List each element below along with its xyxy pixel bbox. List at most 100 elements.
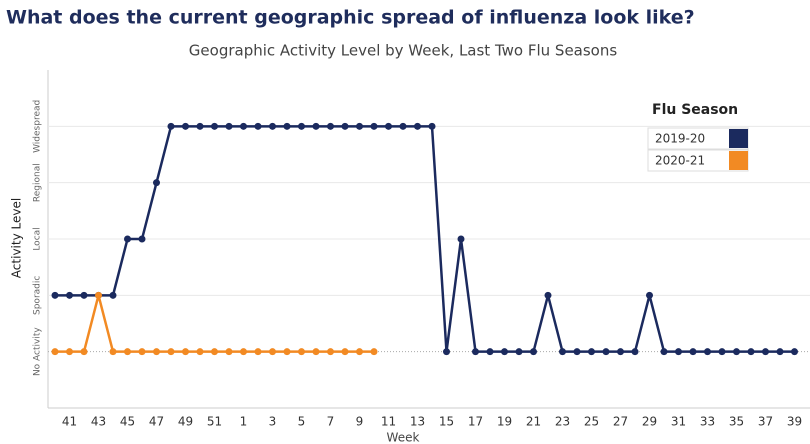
y-tick-label: No Activity	[33, 327, 43, 376]
data-point	[602, 348, 610, 356]
data-point	[370, 348, 378, 356]
data-point	[428, 122, 436, 130]
data-point	[515, 348, 523, 356]
data-point	[617, 348, 624, 356]
data-point	[660, 348, 668, 356]
data-point	[225, 122, 233, 130]
data-point	[109, 291, 117, 299]
data-point	[646, 291, 653, 299]
x-tick-label: 11	[381, 415, 396, 429]
data-point	[341, 122, 349, 130]
data-point	[472, 348, 479, 356]
x-tick-label: 3	[269, 415, 277, 429]
data-point	[312, 348, 320, 356]
data-point	[501, 348, 508, 356]
data-point	[240, 348, 247, 356]
data-point	[341, 348, 349, 356]
data-point	[399, 122, 407, 130]
data-point	[559, 348, 566, 356]
legend-title: Flu Season	[652, 102, 738, 118]
data-point	[109, 348, 117, 356]
data-point	[269, 348, 276, 356]
x-tick-label: 27	[613, 415, 628, 429]
x-tick-label: 13	[410, 415, 425, 429]
x-tick-label: 5	[298, 415, 306, 429]
data-point	[385, 122, 392, 130]
data-point	[312, 122, 320, 130]
data-point	[327, 348, 334, 356]
data-point	[704, 348, 711, 356]
data-point	[356, 348, 363, 356]
data-point	[689, 348, 697, 356]
data-point	[254, 348, 262, 356]
data-point	[254, 122, 262, 130]
data-point	[138, 348, 146, 356]
y-tick-label: Regional	[33, 163, 43, 202]
data-point	[211, 348, 218, 356]
data-point	[167, 122, 175, 130]
data-point	[414, 122, 421, 130]
data-point	[776, 348, 784, 356]
data-point	[356, 122, 363, 130]
data-point	[167, 348, 175, 356]
series-line	[55, 295, 374, 353]
chart-title: What does the current geographic spread …	[6, 7, 695, 29]
x-tick-label: 15	[439, 415, 454, 429]
data-point	[718, 348, 726, 356]
data-point	[196, 122, 204, 130]
x-tick-label: 29	[642, 415, 657, 429]
data-point	[298, 348, 305, 356]
x-tick-label: 31	[671, 415, 686, 429]
x-tick-label: 43	[91, 415, 106, 429]
data-point	[269, 122, 276, 130]
x-tick-label: 9	[356, 415, 364, 429]
data-point	[747, 348, 755, 356]
data-point	[298, 122, 305, 130]
data-point	[196, 348, 204, 356]
data-point	[733, 348, 740, 356]
data-point	[443, 348, 450, 356]
data-point	[182, 122, 189, 130]
data-point	[588, 348, 595, 356]
x-tick-label: 37	[758, 415, 773, 429]
data-point	[762, 348, 769, 356]
data-point	[211, 122, 218, 130]
x-tick-label: 17	[468, 415, 483, 429]
data-point	[544, 291, 552, 299]
x-tick-label: 41	[62, 415, 77, 429]
legend-label: 2020-21	[655, 154, 705, 168]
data-point	[95, 291, 102, 299]
data-point	[573, 348, 581, 356]
data-point	[530, 348, 537, 356]
data-point	[182, 348, 189, 356]
data-point	[283, 348, 291, 356]
data-point	[138, 235, 146, 243]
x-tick-label: 25	[584, 415, 599, 429]
data-point	[370, 122, 378, 130]
data-point	[153, 179, 160, 187]
x-tick-label: 21	[526, 415, 541, 429]
data-point	[66, 291, 73, 299]
data-point	[51, 348, 59, 356]
legend-swatch	[729, 151, 748, 170]
data-point	[791, 348, 798, 356]
data-point	[66, 348, 73, 356]
data-point	[80, 348, 88, 356]
x-tick-label: 39	[787, 415, 802, 429]
x-axis-title: Week	[387, 431, 420, 444]
data-point	[153, 348, 160, 356]
y-axis-title: Activity Level	[10, 198, 24, 278]
x-tick-label: 47	[149, 415, 164, 429]
data-point	[124, 235, 131, 243]
data-point	[240, 122, 247, 130]
data-point	[80, 291, 88, 299]
data-point	[225, 348, 233, 356]
x-tick-label: 51	[207, 415, 222, 429]
legend-swatch	[729, 129, 748, 148]
x-tick-label: 33	[700, 415, 715, 429]
data-point	[327, 122, 334, 130]
x-tick-label: 19	[497, 415, 512, 429]
data-point	[631, 348, 639, 356]
data-point	[124, 348, 131, 356]
